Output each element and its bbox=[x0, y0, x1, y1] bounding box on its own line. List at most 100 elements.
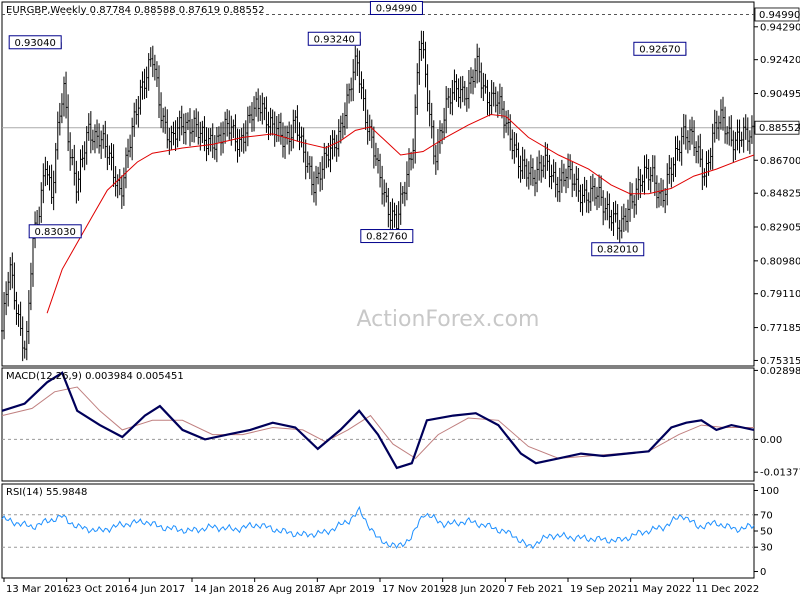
rsi-tick-label: 30 bbox=[760, 543, 773, 554]
ohlc-bar bbox=[678, 140, 681, 162]
ohlc-bar bbox=[746, 117, 749, 151]
ohlc-bar bbox=[697, 135, 700, 164]
ohlc-bar bbox=[505, 110, 508, 133]
ohlc-bar bbox=[709, 147, 712, 170]
macd-panel: MACD(12,26,9) 0.003984 0.005451 bbox=[1, 371, 755, 470]
ohlc-bar bbox=[482, 72, 485, 101]
ohlc-bar bbox=[232, 119, 235, 138]
axes: 0.942900.924200.904950.886200.867000.848… bbox=[3, 7, 800, 595]
ohlc-bar bbox=[143, 68, 146, 100]
ohlc-bar bbox=[91, 129, 94, 151]
svg-text:0.88552: 0.88552 bbox=[759, 123, 800, 134]
ohlc-bar bbox=[381, 165, 384, 205]
rsi-line bbox=[1, 505, 755, 550]
ohlc-bar bbox=[325, 145, 328, 169]
ohlc-bar bbox=[457, 78, 460, 108]
date-tick-label: 7 Apr 2019 bbox=[319, 584, 374, 595]
ohlc-bar bbox=[573, 173, 576, 191]
ohlc-bar bbox=[271, 109, 274, 136]
ohlc-bar bbox=[209, 128, 212, 152]
ohlc-bar bbox=[151, 45, 154, 78]
ohlc-bar bbox=[719, 99, 722, 130]
ohlc-bar bbox=[215, 127, 218, 163]
panel-frames bbox=[1, 1, 755, 579]
ohlc-bar bbox=[133, 102, 136, 137]
ohlc-bar bbox=[469, 67, 472, 94]
date-tick-label: 13 Mar 2016 bbox=[6, 584, 69, 595]
ohlc-bar bbox=[13, 262, 16, 310]
rsi-header: RSI(14) 55.9848 bbox=[6, 487, 87, 498]
ohlc-bar bbox=[383, 179, 386, 207]
ohlc-bar bbox=[490, 79, 493, 116]
ohlc-bar bbox=[672, 157, 675, 182]
ohlc-bar bbox=[186, 112, 189, 131]
ohlc-bar bbox=[701, 149, 704, 191]
ohlc-bar bbox=[265, 96, 268, 133]
ohlc-bar bbox=[453, 69, 456, 101]
ohlc-bar bbox=[315, 165, 318, 206]
ohlc-bar bbox=[459, 76, 462, 109]
ohlc-bar bbox=[127, 138, 130, 169]
ohlc-bar bbox=[399, 182, 402, 225]
ohlc-bar bbox=[19, 301, 22, 336]
macd-signal-line bbox=[1, 386, 754, 460]
date-tick-label: 11 Dec 2022 bbox=[695, 584, 759, 595]
ohlc-bar bbox=[651, 155, 654, 182]
ohlc-bar bbox=[552, 159, 555, 183]
ohlc-bar bbox=[290, 124, 293, 152]
ohlc-bar bbox=[319, 162, 322, 192]
ohlc-bar bbox=[744, 114, 747, 140]
swing-label: 0.83030 bbox=[28, 224, 82, 239]
ohlc-bar bbox=[261, 92, 264, 125]
ohlc-bar bbox=[562, 163, 565, 187]
ohlc-bar bbox=[544, 142, 547, 179]
ohlc-bar bbox=[240, 127, 243, 152]
swing-label: 0.82010 bbox=[591, 242, 645, 257]
ohlc-bar bbox=[436, 128, 439, 171]
ohlc-bar bbox=[428, 90, 431, 127]
ohlc-bar bbox=[662, 179, 665, 208]
date-tick-label: 23 Oct 2016 bbox=[69, 584, 131, 595]
svg-text:0.93240: 0.93240 bbox=[314, 34, 355, 45]
ohlc-bar bbox=[486, 79, 489, 116]
ohlc-bar bbox=[116, 174, 119, 199]
ohlc-bar bbox=[23, 340, 26, 359]
ohlc-bar bbox=[207, 128, 210, 156]
ohlc-bar bbox=[40, 182, 43, 223]
ohlc-bar bbox=[65, 71, 68, 119]
ohlc-bar bbox=[257, 88, 260, 122]
ohlc-bar bbox=[217, 126, 220, 143]
ohlc-bar bbox=[593, 177, 596, 206]
price-tick-label: 0.80980 bbox=[760, 256, 800, 267]
ohlc-bar bbox=[480, 62, 483, 99]
ohlc-bar bbox=[112, 144, 115, 187]
ohlc-bar bbox=[571, 162, 574, 198]
ohlc-bar bbox=[664, 188, 667, 214]
macd-tick-label: 0.00 bbox=[760, 435, 782, 446]
ohlc-bar bbox=[682, 113, 685, 145]
ohlc-bar bbox=[455, 74, 458, 102]
ohlc-bar bbox=[668, 154, 671, 184]
ohlc-bar bbox=[581, 183, 584, 216]
ohlc-bar bbox=[418, 40, 421, 85]
ohlc-bar bbox=[389, 201, 392, 231]
ohlc-bar bbox=[472, 69, 475, 95]
ohlc-bar bbox=[312, 171, 315, 203]
ohlc-bar bbox=[626, 199, 629, 233]
date-tick-label: 19 Sep 2021 bbox=[570, 584, 633, 595]
ohlc-bar bbox=[432, 120, 435, 165]
ohlc-bar bbox=[284, 125, 287, 159]
price-tick-label: 0.77185 bbox=[760, 323, 800, 334]
ohlc-bar bbox=[286, 125, 289, 145]
ohlc-bar bbox=[569, 154, 572, 180]
ohlc-bar bbox=[228, 110, 231, 140]
ohlc-bar bbox=[75, 160, 78, 204]
ohlc-bar bbox=[748, 130, 751, 155]
ohlc-bar bbox=[321, 156, 324, 191]
ohlc-bar bbox=[726, 126, 729, 145]
ohlc-bar bbox=[612, 202, 615, 236]
date-tick-label: 4 Jun 2017 bbox=[131, 584, 185, 595]
ohlc-bar bbox=[178, 110, 181, 142]
ohlc-bar bbox=[83, 141, 86, 171]
ohlc-bar bbox=[598, 174, 601, 208]
